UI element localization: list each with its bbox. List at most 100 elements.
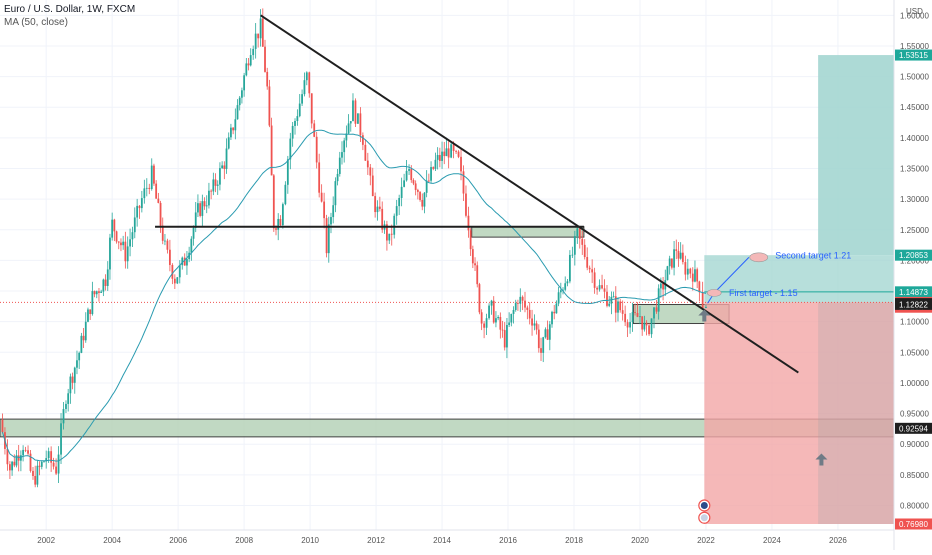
candle-body xyxy=(155,183,158,199)
candle-body xyxy=(535,323,538,330)
candle-body xyxy=(457,151,460,157)
candle-body xyxy=(408,169,410,171)
candle-body xyxy=(540,348,542,353)
candle-body xyxy=(208,190,210,206)
candle-body xyxy=(390,233,393,235)
candle-body xyxy=(617,301,619,313)
candle-body xyxy=(352,100,354,122)
y-tick-label: 1.10000 xyxy=(900,318,929,327)
candle-body xyxy=(410,169,413,181)
candle-body xyxy=(303,80,306,95)
price-candles xyxy=(1,8,707,488)
candle-body xyxy=(455,150,457,152)
candle-body xyxy=(542,337,545,353)
candle-body xyxy=(138,205,141,209)
candle-body xyxy=(357,113,359,124)
candle-body xyxy=(655,307,658,312)
candle-body xyxy=(216,184,219,186)
candle-body xyxy=(294,121,296,126)
far-loss-shade xyxy=(818,302,894,524)
candle-body xyxy=(203,201,206,207)
candle-body xyxy=(557,292,560,304)
candle-body xyxy=(531,318,533,326)
candle-body xyxy=(168,249,171,265)
candle-body xyxy=(659,283,662,289)
candle-body xyxy=(564,283,567,290)
candle-body xyxy=(492,300,495,323)
candle-body xyxy=(416,189,419,192)
candle-body xyxy=(691,273,694,282)
candle-body xyxy=(230,127,232,138)
candle-body xyxy=(87,309,89,322)
candle-body xyxy=(241,90,243,98)
x-tick-label: 2014 xyxy=(433,536,451,545)
candle-body xyxy=(264,46,266,72)
candle-body xyxy=(236,105,239,120)
price-label-bg xyxy=(895,49,932,61)
candle-body xyxy=(104,279,107,286)
candle-body xyxy=(598,285,601,290)
candle-body xyxy=(581,238,584,245)
candle-body xyxy=(376,206,379,213)
candle-body xyxy=(161,225,164,241)
up-arrow-icon xyxy=(698,309,711,322)
candle-body xyxy=(332,205,335,218)
candle-body xyxy=(266,71,269,87)
candle-body xyxy=(32,470,34,476)
candle-body xyxy=(40,461,43,467)
candle-body xyxy=(343,140,346,153)
candle-body xyxy=(238,97,241,106)
candle-body xyxy=(460,156,462,172)
y-tick-label: 1.50000 xyxy=(900,73,929,82)
candle-body xyxy=(361,135,364,145)
loss-zone xyxy=(704,302,894,524)
candle-body xyxy=(517,303,519,304)
candle-body xyxy=(102,279,105,292)
candle-body xyxy=(629,322,631,328)
candle-body xyxy=(325,218,328,254)
candle-body xyxy=(298,103,301,117)
candle-body xyxy=(400,186,403,199)
candle-body xyxy=(501,329,504,331)
candle-body xyxy=(334,181,337,206)
candle-body xyxy=(323,201,326,219)
candle-body xyxy=(13,461,16,466)
candle-body xyxy=(347,123,350,134)
candle-body xyxy=(641,316,644,330)
candle-body xyxy=(591,269,594,273)
candle-body xyxy=(129,239,131,247)
candle-body xyxy=(445,148,448,157)
candle-body xyxy=(38,465,41,467)
candle-body xyxy=(176,277,179,284)
candle-body xyxy=(553,311,556,314)
candle-body xyxy=(197,203,199,213)
candle-body xyxy=(508,322,511,326)
candle-body xyxy=(27,450,29,454)
profit-zone xyxy=(704,255,894,303)
candle-body xyxy=(148,187,151,189)
arrow-to-second-target xyxy=(713,256,750,294)
y-tick-label: 1.30000 xyxy=(900,195,929,204)
candle-body xyxy=(247,63,250,66)
candle-body xyxy=(183,257,186,266)
candle-body xyxy=(277,218,280,230)
candle-body xyxy=(345,133,348,141)
candle-body xyxy=(467,215,470,231)
candle-body xyxy=(364,144,367,161)
candle-body xyxy=(117,241,120,243)
candle-body xyxy=(143,188,146,199)
candle-body xyxy=(689,268,692,274)
candle-body xyxy=(653,307,655,319)
candle-body xyxy=(425,180,428,193)
x-tick-label: 2018 xyxy=(565,536,583,545)
x-tick-label: 2008 xyxy=(235,536,253,545)
candle-body xyxy=(546,329,549,340)
candle-body xyxy=(338,157,341,174)
candle-body xyxy=(91,291,94,315)
candle-body xyxy=(60,423,62,455)
candle-body xyxy=(305,72,308,81)
candle-body xyxy=(480,312,483,324)
candle-body xyxy=(111,219,114,238)
